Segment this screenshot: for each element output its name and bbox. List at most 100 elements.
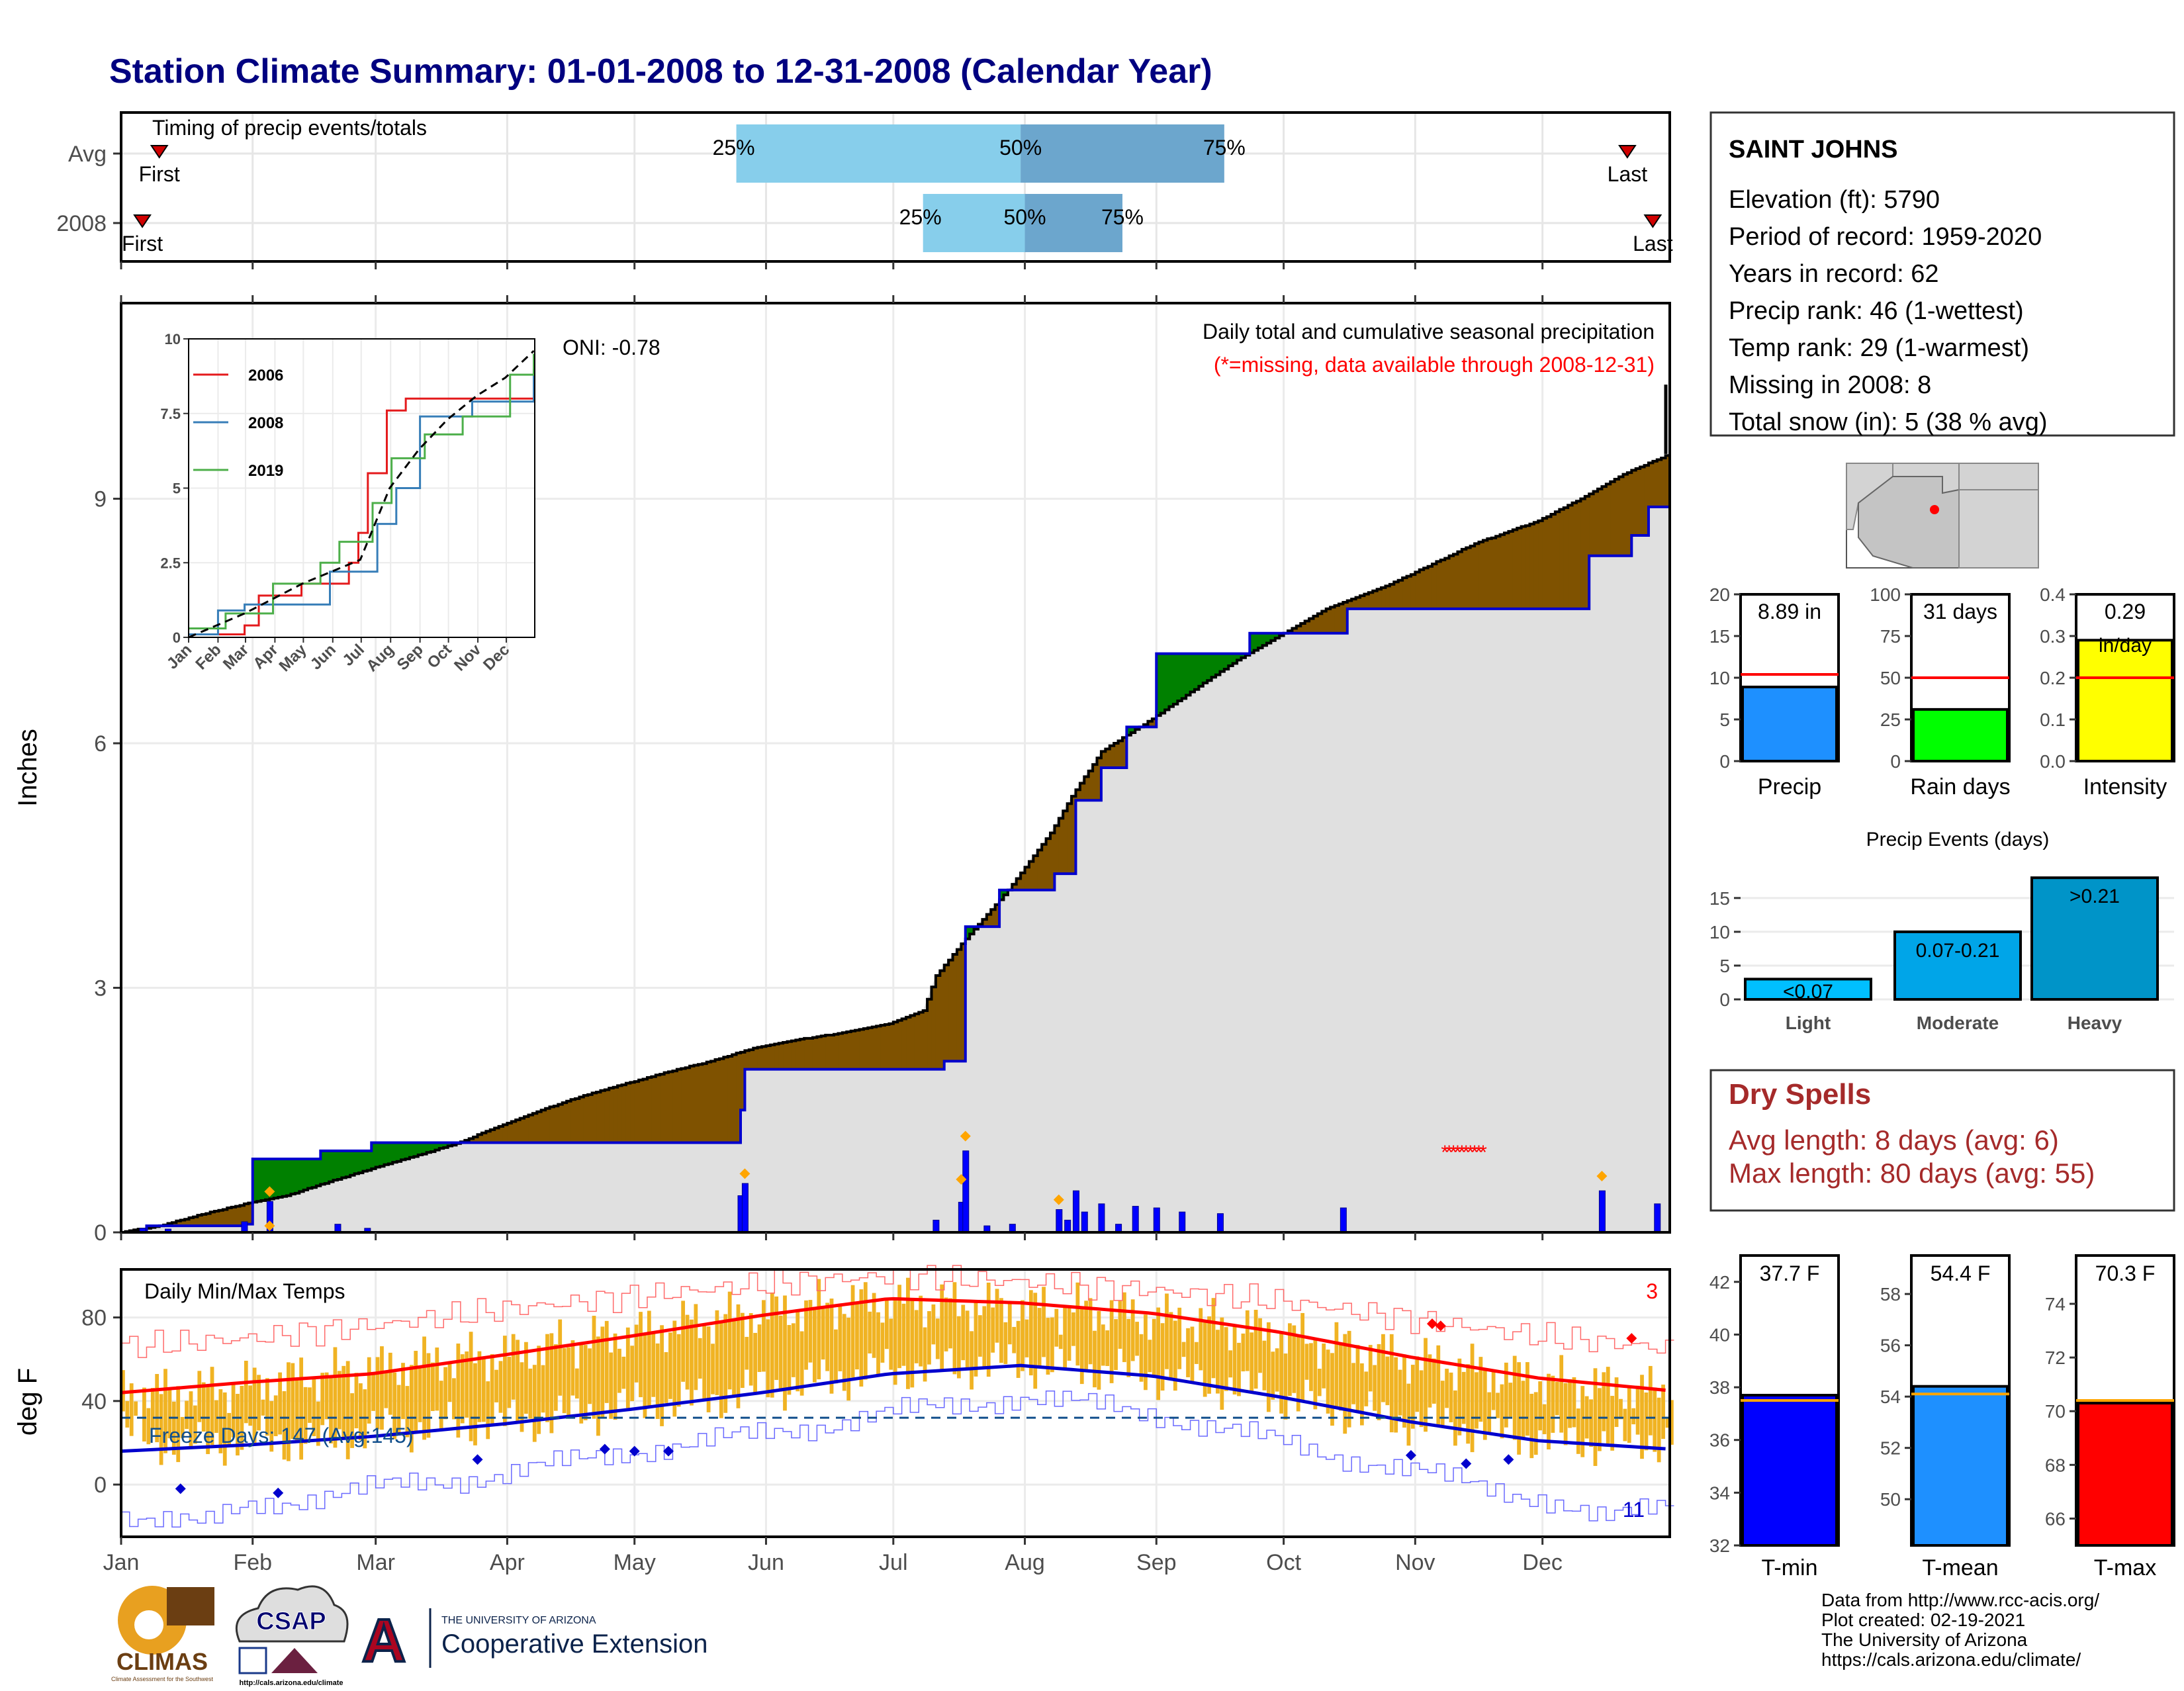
timing-label-25: 25% — [713, 136, 755, 160]
daily-temp-bar — [1479, 1357, 1483, 1422]
daily-temp-bar — [948, 1298, 952, 1349]
daily-temp-bar — [808, 1300, 813, 1363]
daily-temp-bar — [299, 1357, 304, 1460]
daily-temp-bar — [1156, 1307, 1161, 1400]
daily-temp-bar — [639, 1312, 643, 1398]
inset-y-tick-label: 7.5 — [160, 406, 181, 422]
daily-precip-bar — [1179, 1211, 1186, 1233]
freeze-days-label: Freeze Days: 147 (Avg:145) — [149, 1424, 414, 1447]
daily-temp-bar — [991, 1307, 995, 1353]
missing-data-mark: * — [1449, 1142, 1457, 1164]
below-avg-fill — [180, 1220, 185, 1226]
daily-temp-bar — [320, 1373, 325, 1426]
above-avg-fill — [1126, 727, 1132, 735]
precip-gauges: 0 5 10 15 20 8.89 in Precip 0 25 50 75 100 31 days Ra… — [1709, 584, 2175, 800]
daily-temp-bar — [155, 1374, 159, 1443]
below-avg-fill — [1504, 533, 1510, 609]
daily-temp-bar — [1580, 1386, 1585, 1457]
inset-line-2008 — [189, 369, 535, 635]
daily-temp-bar — [609, 1352, 614, 1419]
below-avg-fill — [1109, 746, 1115, 768]
below-avg-fill — [617, 1085, 623, 1143]
timing-row-label: Avg — [68, 142, 107, 167]
below-avg-fill — [567, 1101, 572, 1143]
below-avg-fill — [935, 976, 941, 1070]
daily-temp-bar — [1521, 1381, 1525, 1438]
below-avg-fill — [757, 1047, 762, 1070]
timing-label-75: 75% — [1101, 205, 1144, 229]
above-avg-fill — [384, 1142, 389, 1165]
daily-temp-bar — [1304, 1344, 1309, 1380]
daily-temp-bar — [842, 1314, 846, 1391]
below-avg-fill — [1322, 611, 1327, 633]
timing-row-label: 2008 — [56, 211, 107, 236]
daily-temp-bar — [1398, 1369, 1402, 1416]
daily-temp-bar — [778, 1315, 783, 1392]
daily-temps-chart: 0 40 80 Daily Min/Max Temps Freeze Days: 147… — [13, 1265, 1674, 1575]
precip-y-tick-label: 0 — [94, 1220, 107, 1246]
below-avg-fill — [1033, 856, 1038, 890]
daily-temp-bar — [447, 1363, 452, 1402]
temp-gauge-value-label: 54.4 F — [1931, 1261, 1991, 1285]
timing-last-marker — [1618, 145, 1637, 159]
below-avg-fill — [1533, 522, 1539, 609]
below-avg-fill — [1338, 604, 1344, 633]
below-avg-fill — [1313, 616, 1318, 633]
below-avg-fill — [1067, 803, 1072, 874]
below-avg-fill — [884, 1024, 890, 1070]
daily-temp-bar — [1114, 1319, 1118, 1371]
below-avg-fill — [528, 1115, 533, 1143]
below-avg-fill — [952, 954, 958, 1062]
temp-gauge-name: T-max — [2094, 1555, 2156, 1580]
daily-temp-bar — [889, 1318, 893, 1370]
below-avg-fill — [1525, 525, 1531, 609]
below-avg-fill — [1021, 872, 1026, 890]
daily-temp-bar — [507, 1357, 512, 1408]
daily-temp-bar — [762, 1300, 766, 1372]
above-avg-fill — [388, 1142, 394, 1164]
daily-precip-bar — [741, 1183, 749, 1233]
daily-temp-bar — [236, 1394, 240, 1456]
below-avg-fill — [783, 1042, 788, 1070]
below-avg-fill — [600, 1090, 606, 1143]
below-avg-fill — [1572, 503, 1577, 609]
below-avg-fill — [1028, 861, 1034, 890]
daily-temp-bar — [944, 1297, 948, 1351]
below-avg-fill — [1657, 459, 1662, 507]
daily-temp-bar — [1576, 1408, 1580, 1454]
climas-logo-inner — [134, 1610, 163, 1639]
daily-temp-bar — [150, 1388, 155, 1429]
above-avg-fill — [261, 1159, 266, 1201]
below-avg-fill — [651, 1076, 657, 1143]
below-avg-fill — [1406, 576, 1412, 609]
daily-temp-bar — [1250, 1332, 1254, 1394]
below-avg-fill — [502, 1124, 508, 1143]
temp-panel-border — [120, 1268, 1671, 1538]
precip-gauge-tick-label: 0 — [1719, 751, 1730, 772]
daily-temp-bar — [316, 1401, 320, 1446]
daily-temp-bar — [647, 1310, 651, 1406]
daily-temp-bar — [732, 1319, 736, 1396]
daily-temp-bar — [257, 1375, 261, 1431]
below-avg-fill — [1410, 574, 1416, 609]
below-avg-fill — [741, 1052, 746, 1111]
timing-last-label: Last — [1633, 232, 1673, 255]
daily-temp-bar — [1517, 1362, 1521, 1455]
below-avg-fill — [1593, 491, 1598, 556]
footer-line: https://cals.arizona.edu/climate/ — [1821, 1649, 2081, 1670]
daily-temp-bar — [333, 1347, 338, 1448]
csap-logo-url: http://cals.arizona.edu/climate — [239, 1679, 343, 1687]
below-avg-fill — [1576, 500, 1582, 609]
month-tick-label-feb: Feb — [233, 1550, 272, 1575]
daily-temp-bar — [1572, 1377, 1576, 1428]
daily-temp-bar — [570, 1340, 575, 1396]
below-avg-fill — [812, 1037, 818, 1070]
above-avg-fill — [345, 1150, 351, 1177]
above-avg-fill — [1253, 633, 1259, 651]
below-avg-fill — [588, 1094, 593, 1143]
daily-temp-bar — [401, 1363, 405, 1420]
daily-temp-bar — [741, 1312, 745, 1389]
record-low-point — [629, 1445, 640, 1457]
daily-temp-bar — [291, 1363, 295, 1440]
daily-temp-bar — [498, 1361, 503, 1413]
